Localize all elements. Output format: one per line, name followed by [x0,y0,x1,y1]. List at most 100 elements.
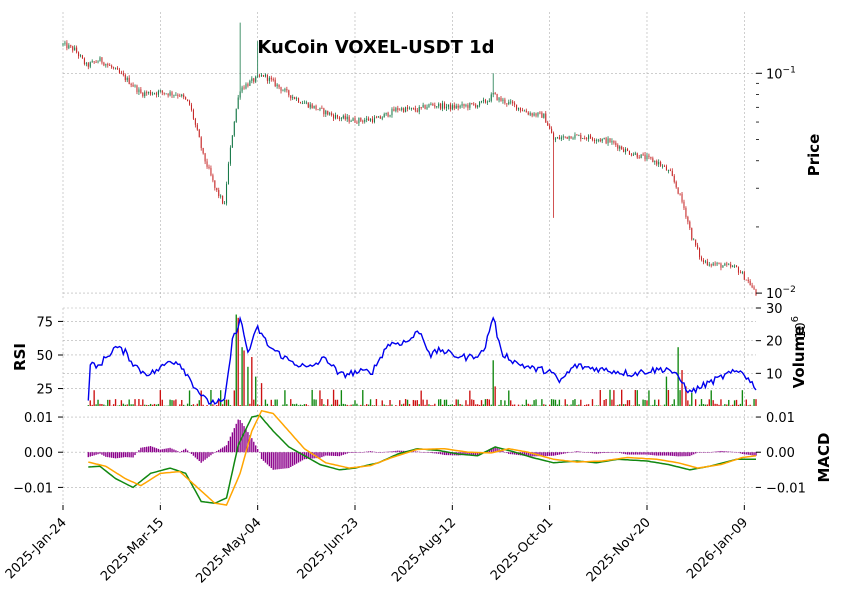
candle-up [175,94,177,96]
candle-up [261,75,263,77]
candle-down [580,135,582,139]
volume-bar-down [159,390,162,406]
macd-histogram-bar [424,452,426,453]
candle-down [519,107,521,111]
macd-histogram-bar [562,452,564,454]
candle-down [699,248,701,258]
candle-down [87,63,89,67]
volume-bar-down [478,404,481,406]
volume-bar-up [118,405,121,406]
candle-down [751,285,753,288]
macd-histogram-bar [278,452,280,470]
macd-left-tick-label: 0.01 [24,411,53,426]
candle-up [601,138,603,142]
candle-down [457,105,459,108]
candle-down [196,124,198,130]
macd-histogram-bar [696,452,699,453]
candle-down [440,103,442,109]
volume-bar-down [716,403,718,406]
candle-up [465,105,467,106]
macd-histogram-bar [428,452,430,453]
volume-bar-up [383,404,385,406]
macd-histogram-bar [669,452,672,456]
candle-up [459,105,461,108]
candle-up [451,105,453,110]
candle-down [504,99,506,104]
candle-up [68,45,70,49]
candle-down [280,87,282,91]
volume-bar-down [381,400,383,406]
candle-down [628,151,631,155]
candle-up [410,107,412,109]
macd-histogram-bar [165,448,167,453]
macd-histogram-bar [348,452,350,453]
candle-up [482,99,485,102]
volume-bar-up [724,404,726,406]
candle-down [718,263,720,264]
volume-bar-down [399,400,401,406]
volume-bar-down [646,400,648,406]
macd-histogram-bar [451,452,454,456]
macd-histogram-bar [671,452,673,456]
macd-histogram-bar [634,452,636,455]
macd-histogram-bar [724,451,726,453]
candle-down [298,98,300,103]
candle-up [734,265,736,267]
candle-down [311,104,313,109]
volume-bar-up [223,399,226,406]
macd-histogram-bar [753,452,755,456]
macd-histogram-bar [574,451,576,453]
volume-bar-down [480,400,483,406]
macd-histogram-bar [120,452,123,458]
volume-bar-up [338,404,341,406]
candle-up [533,113,535,116]
macd-histogram-bar [511,452,514,455]
macd-histogram-bar [352,452,354,453]
volume-bar-up [97,399,99,406]
volume-bar-up [188,390,191,406]
candle-down [615,142,617,145]
candle-down [188,101,191,105]
candle-up [292,97,294,99]
macd-histogram-bar [673,452,675,457]
macd-histogram-bar [737,452,740,453]
macd-histogram-bar [284,452,286,469]
volume-bar-up [539,405,541,406]
candle-down [113,67,115,69]
candle-down [535,113,537,116]
macd-histogram-bar [656,452,658,456]
volume-bar-down [243,350,245,406]
macd-histogram-bar [309,452,311,459]
candle-down [576,134,578,136]
volume-bar-down [253,399,255,406]
macd-histogram-bar [418,451,420,453]
volume-bar-down [626,400,629,406]
candle-down [407,107,409,110]
candle-down [185,97,187,100]
macd-histogram-bar [432,452,434,454]
candle-down [122,73,124,76]
macd-histogram-bar [652,452,654,456]
candle-down [484,99,486,103]
macd-histogram-bar [603,452,605,453]
volume-bar-up [342,403,344,406]
candle-down [648,155,650,157]
volume-bar-up [445,399,448,406]
macd-histogram-bar [295,452,298,464]
candle-up [479,101,481,106]
candle-up [395,108,397,112]
volume-bar-up [95,404,97,406]
macd-histogram-bar [99,452,101,454]
candle-down [681,193,683,202]
candle-down [605,138,607,144]
macd-histogram-bar [589,452,592,453]
macd-histogram-bar [387,451,389,453]
volume-bar-down [687,400,689,406]
candle-down [130,84,132,85]
volume-bar-up [292,403,294,406]
macd-histogram-bar [138,450,140,453]
candle-up [405,107,407,112]
macd-axis-label: MACD [815,433,833,483]
candle-down [689,221,691,229]
volume-bar-down [564,399,566,406]
